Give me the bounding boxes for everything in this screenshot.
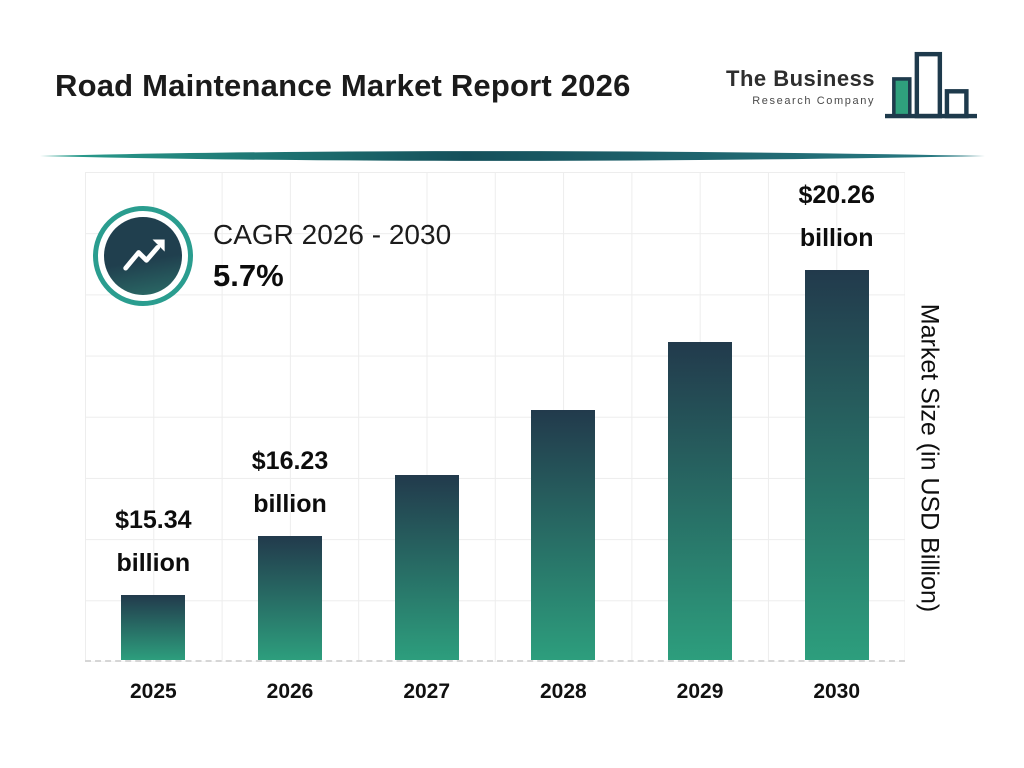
- x-axis-label-2025: 2025: [129, 680, 177, 703]
- bar-column-2025: $15.34 billion: [85, 172, 222, 660]
- bar-chart-logo-icon: [885, 51, 978, 119]
- bar-value-label-2030: $20.26 billion: [798, 174, 874, 260]
- logo-text: The Business Research Company: [726, 66, 875, 107]
- x-axis-label-2030: 2030: [813, 680, 861, 703]
- y-axis-title: Market Size (in USD Billion): [915, 303, 944, 613]
- bar-value-line: $16.23: [251, 447, 329, 475]
- company-logo: The Business Research Company: [726, 48, 978, 124]
- trend-arrow-icon: [123, 239, 165, 271]
- bar-2027: [394, 475, 459, 660]
- chart-plot-area: $15.34 billion $16.23 billion $20.26 billion: [85, 172, 905, 662]
- growth-trend-icon: [104, 217, 182, 295]
- cagr-annotation: CAGR 2026 - 2030 5.7%: [93, 206, 451, 306]
- page-title: Road Maintenance Market Report 2026: [55, 68, 631, 103]
- bar-2028: [531, 410, 596, 660]
- bar-2026: [258, 536, 322, 660]
- bar-column-2030: $20.26 billion: [768, 172, 905, 660]
- bar-column-2029: [632, 172, 769, 660]
- bar-2025: [121, 595, 186, 660]
- cagr-label: CAGR 2026 - 2030: [213, 218, 452, 250]
- bar-value-line: $15.34: [115, 506, 192, 534]
- bar-2030: [804, 270, 869, 660]
- divider-line: [40, 149, 985, 163]
- bar-2029: [668, 342, 733, 660]
- cagr-icon-ring: [93, 206, 193, 306]
- bar-value-line: $20.26: [798, 181, 875, 209]
- bar-value-line: billion: [799, 224, 874, 252]
- cagr-text: CAGR 2026 - 2030 5.7%: [213, 219, 451, 294]
- bar-value-label-2025: $15.34 billion: [115, 499, 191, 585]
- bar-value-line: billion: [253, 490, 327, 518]
- x-axis-label-2027: 2027: [403, 680, 451, 703]
- cagr-value: 5.7%: [213, 257, 284, 293]
- bar-column-2027: [358, 172, 495, 660]
- bar-column-2028: [495, 172, 632, 660]
- x-axis-label-2029: 2029: [676, 680, 724, 703]
- x-axis-labels: 2025 2026 2027 2028 2029 2030: [85, 680, 905, 704]
- logo-name: The Business: [726, 65, 876, 91]
- bar-column-2026: $16.23 billion: [222, 172, 359, 660]
- bar-value-label-2026: $16.23 billion: [252, 440, 328, 526]
- x-axis-label-2028: 2028: [539, 680, 587, 703]
- bar-value-line: billion: [116, 549, 191, 577]
- x-axis-label-2026: 2026: [266, 680, 314, 703]
- bar-series: $15.34 billion $16.23 billion $20.26 billion: [85, 172, 905, 660]
- divider-shape: [40, 151, 985, 161]
- logo-subtitle: Research Company: [752, 94, 876, 107]
